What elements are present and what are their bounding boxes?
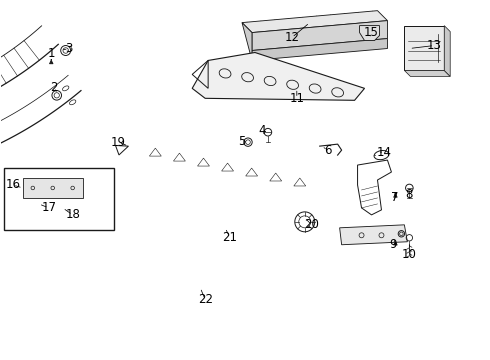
Text: 2: 2 bbox=[50, 81, 58, 94]
Text: 21: 21 bbox=[222, 231, 238, 244]
Text: 19: 19 bbox=[111, 136, 126, 149]
Text: 12: 12 bbox=[284, 31, 299, 44]
Polygon shape bbox=[340, 225, 407, 245]
Text: 4: 4 bbox=[258, 124, 266, 137]
Text: 8: 8 bbox=[406, 188, 413, 202]
Polygon shape bbox=[23, 178, 83, 198]
Text: 22: 22 bbox=[197, 293, 213, 306]
Text: 17: 17 bbox=[41, 201, 56, 215]
Polygon shape bbox=[192, 53, 365, 100]
Polygon shape bbox=[252, 39, 388, 60]
Polygon shape bbox=[444, 26, 450, 76]
Text: 11: 11 bbox=[289, 92, 304, 105]
Text: 9: 9 bbox=[390, 238, 397, 251]
FancyBboxPatch shape bbox=[404, 26, 444, 71]
Text: 1: 1 bbox=[48, 47, 55, 60]
Text: 20: 20 bbox=[304, 218, 319, 231]
Text: 6: 6 bbox=[324, 144, 331, 157]
Polygon shape bbox=[242, 23, 252, 60]
Text: 7: 7 bbox=[391, 192, 398, 204]
Text: 3: 3 bbox=[65, 42, 73, 55]
FancyBboxPatch shape bbox=[4, 168, 114, 230]
Text: 14: 14 bbox=[377, 145, 392, 159]
Polygon shape bbox=[404, 71, 450, 76]
Text: 5: 5 bbox=[238, 135, 245, 148]
Text: 16: 16 bbox=[5, 179, 21, 192]
Text: 13: 13 bbox=[427, 39, 441, 52]
Text: 10: 10 bbox=[402, 248, 417, 261]
Text: 15: 15 bbox=[364, 26, 379, 39]
Text: 18: 18 bbox=[65, 208, 80, 221]
Polygon shape bbox=[252, 21, 388, 50]
Polygon shape bbox=[242, 11, 388, 32]
Polygon shape bbox=[360, 26, 379, 41]
